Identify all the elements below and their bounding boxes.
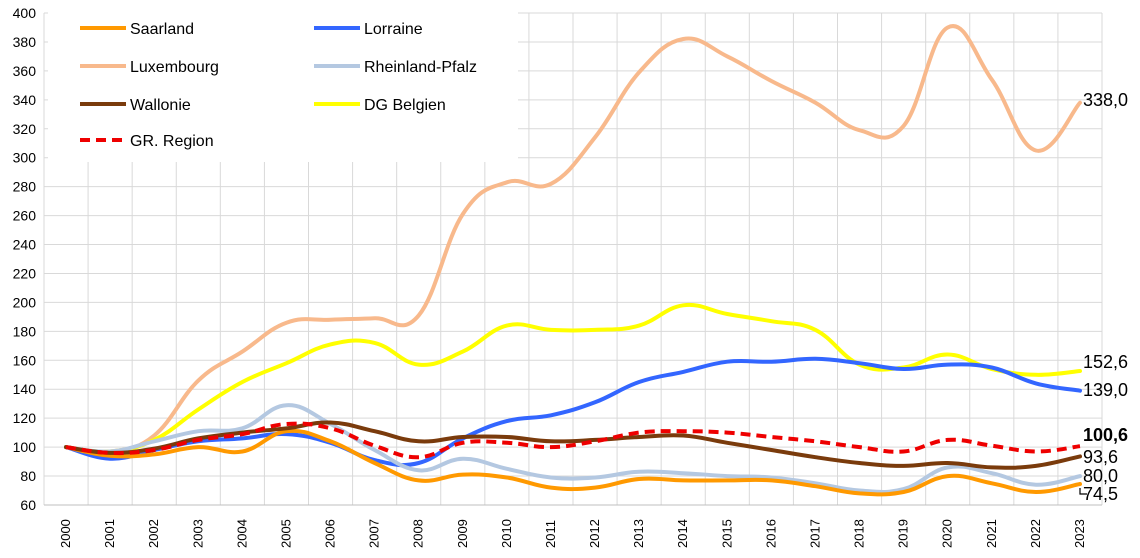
x-tick-label: 2019 xyxy=(896,519,911,548)
y-tick-label: 120 xyxy=(13,410,37,426)
x-tick-label: 2001 xyxy=(102,519,117,548)
legend-label-luxembourg: Luxembourg xyxy=(130,59,219,76)
end-label-dg-belgien: 152,6 xyxy=(1083,352,1128,372)
x-tick-label: 2013 xyxy=(631,519,646,548)
series-line-wallonie xyxy=(64,420,1082,470)
end-label-leader xyxy=(1079,488,1087,495)
y-tick-label: 340 xyxy=(13,92,37,108)
legend-label-rheinland-pfalz: Rheinland-Pfalz xyxy=(364,59,477,76)
y-tick-label: 320 xyxy=(13,121,37,137)
end-label-gr-region: 100,6 xyxy=(1083,425,1128,445)
x-tick-label: 2002 xyxy=(146,519,161,548)
x-tick-label: 2003 xyxy=(190,519,205,548)
y-tick-label: 260 xyxy=(13,208,37,224)
legend-label-dg-belgien: DG Belgien xyxy=(364,97,446,114)
legend-label-lorraine: Lorraine xyxy=(364,21,423,38)
axes: 60 80 100 120 140 160 180 200 220 240 260 280 300 320… xyxy=(13,5,1102,548)
series-line-gr-region xyxy=(65,421,1081,460)
y-tick-label: 200 xyxy=(13,294,37,310)
series-lines xyxy=(64,24,1082,497)
end-label-luxembourg: 338,0 xyxy=(1083,90,1128,110)
legend-label-wallonie: Wallonie xyxy=(130,97,191,114)
legend: Saarland Lorraine Luxembourg Rheinland-Pfal… xyxy=(48,12,518,162)
y-tick-label: 280 xyxy=(13,179,37,195)
x-tick-label: 2011 xyxy=(543,520,558,548)
end-label-rheinland-pfalz: 80,0 xyxy=(1083,466,1118,486)
x-tick-label: 2017 xyxy=(807,519,822,548)
x-tick-label: 2012 xyxy=(587,519,602,548)
grid-lines xyxy=(43,12,1103,506)
y-tick-label: 360 xyxy=(13,63,37,79)
x-tick-label: 2023 xyxy=(1072,519,1087,548)
x-tick-label: 2016 xyxy=(763,519,778,548)
y-tick-label: 60 xyxy=(20,497,36,513)
y-tick-label: 220 xyxy=(13,265,37,281)
x-tick-label: 2018 xyxy=(852,519,867,548)
x-tick-label: 2021 xyxy=(984,519,999,548)
end-label-saarland: 74,5 xyxy=(1083,484,1118,504)
x-tick-label: 2015 xyxy=(719,519,734,548)
y-tick-label: 80 xyxy=(20,468,36,484)
x-tick-label: 2000 xyxy=(58,519,73,548)
legend-background xyxy=(48,12,518,162)
series-line-dg-belgien xyxy=(64,302,1082,454)
x-tick-label: 2008 xyxy=(411,519,426,548)
x-tick-label: 2004 xyxy=(234,519,249,548)
y-tick-label: 100 xyxy=(13,439,37,455)
y-tick-label: 160 xyxy=(13,352,37,368)
y-tick-label: 400 xyxy=(13,5,37,21)
x-tick-label: 2006 xyxy=(323,519,338,548)
end-label-lorraine: 139,0 xyxy=(1083,380,1128,400)
x-tick-label: 2007 xyxy=(367,519,382,548)
series-line-lorraine xyxy=(64,356,1082,468)
x-tick-label: 2010 xyxy=(499,519,514,548)
y-tick-label: 180 xyxy=(13,323,37,339)
series-line-saarland xyxy=(64,428,1082,497)
y-tick-label: 380 xyxy=(13,34,37,50)
y-tick-label: 300 xyxy=(13,150,37,166)
series-line-rheinland-pfalz xyxy=(64,403,1082,494)
series-line-luxembourg xyxy=(64,24,1082,455)
legend-label-saarland: Saarland xyxy=(130,21,194,38)
y-tick-label: 140 xyxy=(13,381,37,397)
end-label-wallonie: 93,6 xyxy=(1083,447,1118,467)
y-tick-label: 240 xyxy=(13,237,37,253)
x-tick-label: 2005 xyxy=(278,519,293,548)
x-tick-label: 2009 xyxy=(455,519,470,548)
x-tick-label: 2022 xyxy=(1028,519,1043,548)
x-tick-label: 2020 xyxy=(940,519,955,548)
end-value-labels: 74,5 139,0 338,0 80,093,6 152,6 100,6 xyxy=(1079,90,1128,504)
legend-label-gr-region: GR. Region xyxy=(130,133,214,150)
x-tick-label: 2014 xyxy=(675,519,690,548)
